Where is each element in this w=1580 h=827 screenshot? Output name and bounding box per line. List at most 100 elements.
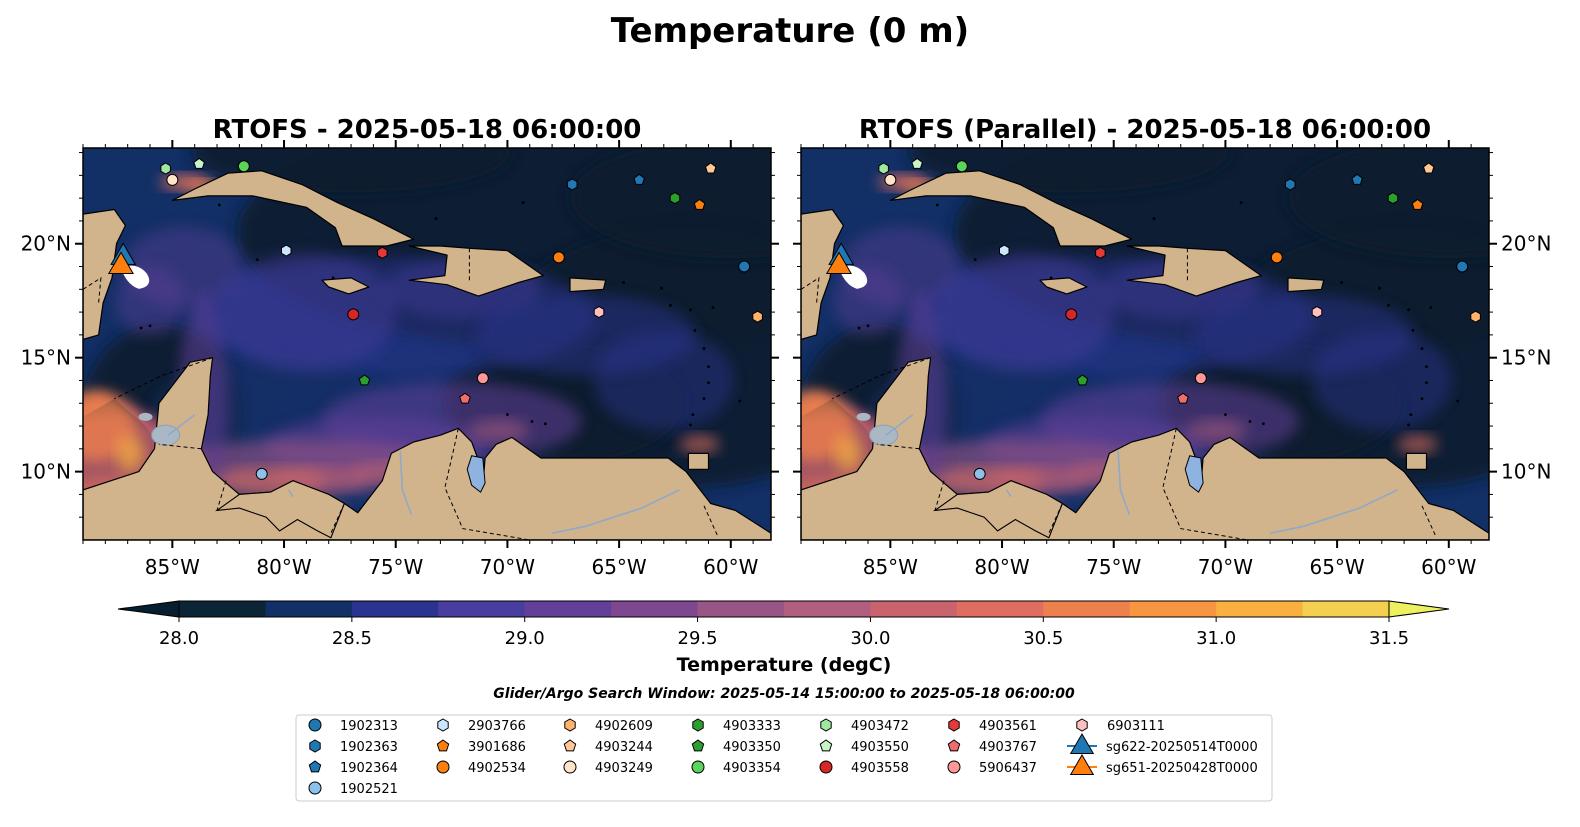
temperature-field-rtofs bbox=[83, 148, 771, 540]
legend-marker-3901686 bbox=[436, 739, 450, 752]
lat-tick-label: 15°N bbox=[21, 346, 71, 370]
legend-label-1902364: 1902364 bbox=[340, 761, 398, 776]
lon-tick-label: 85°W bbox=[863, 555, 918, 579]
colorbar-segment bbox=[697, 601, 785, 617]
legend-label-4903561: 4903561 bbox=[979, 719, 1037, 734]
legend-label-4903350: 4903350 bbox=[723, 740, 781, 755]
legend-glider-sg651-20250428T0000 bbox=[1069, 754, 1095, 775]
float-marker-1902521 bbox=[255, 467, 268, 480]
figure-title: Temperature (0 m) bbox=[611, 11, 969, 51]
lat-tick-label: 20°N bbox=[21, 232, 71, 256]
legend-label-4903472: 4903472 bbox=[851, 719, 909, 734]
legend-marker-4903550 bbox=[819, 739, 833, 752]
colorbar-tick-label: 28.5 bbox=[332, 628, 372, 649]
legend-marker-5906437 bbox=[947, 760, 961, 774]
colorbar-tick-label: 29.0 bbox=[505, 628, 545, 649]
legend: 1902313 1902363 1902364 1902521 2903766 39016… bbox=[295, 714, 1273, 802]
map-frame-rtofs bbox=[82, 147, 772, 541]
float-marker-4903350 bbox=[1076, 374, 1089, 386]
legend-glider-sg622-20250514T0000 bbox=[1069, 733, 1095, 754]
float-marker-4903550 bbox=[911, 157, 923, 169]
legend-label-4903767: 4903767 bbox=[979, 740, 1037, 755]
legend-marker-4903558 bbox=[819, 760, 833, 774]
temperature-field-rtofs-parallel bbox=[801, 148, 1489, 540]
float-marker-2903766 bbox=[281, 244, 292, 257]
legend-label-6903111: 6903111 bbox=[1107, 719, 1165, 734]
colorbar-segment bbox=[351, 601, 439, 617]
lon-tick-label: 80°W bbox=[256, 555, 311, 579]
float-marker-4902609 bbox=[1470, 310, 1481, 323]
float-marker-5906437 bbox=[476, 372, 489, 385]
float-marker-4903333 bbox=[669, 192, 681, 205]
colorbar-tick-label: 31.0 bbox=[1196, 628, 1236, 649]
legend-marker-4902609 bbox=[564, 718, 576, 732]
colorbar-segment bbox=[1043, 601, 1131, 617]
float-marker-5906437 bbox=[1194, 372, 1207, 385]
lat-tick-label: 20°N bbox=[1501, 232, 1551, 256]
colorbar-tick-label: 29.5 bbox=[678, 628, 718, 649]
float-marker-3901686 bbox=[693, 198, 706, 210]
legend-label-2903766: 2903766 bbox=[468, 719, 526, 734]
search-window-text: Glider/Argo Search Window: 2025-05-14 15… bbox=[493, 686, 1075, 702]
legend-marker-4903249 bbox=[563, 760, 577, 774]
legend-box bbox=[295, 714, 1273, 802]
legend-label-sg651-20250428T0000: sg651-20250428T0000 bbox=[1106, 761, 1258, 776]
panel-title-rtofs-parallel: RTOFS (Parallel) - 2025-05-18 06:00:00 bbox=[859, 115, 1431, 145]
legend-marker-4903333 bbox=[692, 718, 704, 732]
colorbar-segment bbox=[870, 601, 958, 617]
colorbar-segment bbox=[956, 601, 1044, 617]
float-marker-2903766 bbox=[999, 244, 1010, 257]
colorbar-label: Temperature (degC) bbox=[677, 654, 892, 676]
colorbar-segment bbox=[1216, 601, 1304, 617]
colorbar-segment bbox=[524, 601, 612, 617]
legend-marker-4903767 bbox=[947, 739, 961, 752]
glider-marker-sg651-20250428T0000 bbox=[107, 251, 134, 274]
colorbar-segment bbox=[611, 601, 699, 617]
legend-marker-4903354 bbox=[691, 760, 705, 774]
colorbar-segment bbox=[784, 601, 871, 617]
float-markers-rtofs bbox=[107, 157, 763, 480]
float-marker-4903550 bbox=[193, 157, 205, 169]
colorbar-segment bbox=[438, 601, 526, 617]
lon-tick-label: 70°W bbox=[1198, 555, 1253, 579]
colorbar-tick-label: 30.0 bbox=[850, 628, 890, 649]
legend-marker-1902363 bbox=[309, 739, 321, 753]
legend-marker-4902534 bbox=[436, 760, 450, 774]
lon-tick-label: 80°W bbox=[974, 555, 1029, 579]
legend-label-1902313: 1902313 bbox=[340, 719, 398, 734]
lon-tick-label: 75°W bbox=[1086, 555, 1141, 579]
lat-tick-label: 10°N bbox=[21, 460, 71, 484]
float-marker-4903472 bbox=[160, 162, 171, 175]
panel-title-rtofs: RTOFS - 2025-05-18 06:00:00 bbox=[213, 115, 642, 145]
float-marker-3901686 bbox=[1411, 198, 1424, 210]
float-marker-1902363 bbox=[1284, 178, 1296, 191]
float-marker-4902534 bbox=[1270, 251, 1283, 264]
colorbar: 28.0 28.5 29.0 29.5 30.0 30.5 31.0 31.5 bbox=[117, 600, 1450, 649]
float-marker-1902313 bbox=[1456, 260, 1469, 273]
float-marker-4903354 bbox=[955, 160, 968, 173]
map-panel-rtofs: RTOFS - 2025-05-18 06:00:00 85°W 80°W 75°W… bbox=[21, 115, 779, 579]
legend-marker-4903350 bbox=[691, 739, 705, 752]
lon-tick-label: 70°W bbox=[480, 555, 535, 579]
colorbar-tick-label: 28.0 bbox=[159, 628, 199, 649]
float-marker-6903111 bbox=[1311, 306, 1323, 319]
colorbar-segment bbox=[179, 601, 266, 617]
legend-marker-1902521 bbox=[308, 781, 322, 795]
legend-label-4903550: 4903550 bbox=[851, 740, 909, 755]
map-panel-rtofs-parallel: RTOFS (Parallel) - 2025-05-18 06:00:00 8… bbox=[793, 115, 1551, 579]
lon-tick-label: 75°W bbox=[368, 555, 423, 579]
float-marker-4903472 bbox=[878, 162, 889, 175]
colorbar-extend-high bbox=[1388, 600, 1450, 618]
lat-tick-label: 15°N bbox=[1501, 346, 1551, 370]
colorbar-extend-low bbox=[117, 600, 180, 618]
legend-label-4903244: 4903244 bbox=[595, 740, 653, 755]
float-marker-1902363 bbox=[566, 178, 578, 191]
legend-marker-1902364 bbox=[308, 760, 322, 773]
float-marker-4903350 bbox=[358, 374, 371, 386]
float-marker-4903249 bbox=[166, 173, 179, 186]
lon-tick-label: 85°W bbox=[145, 555, 200, 579]
legend-marker-4903244 bbox=[563, 739, 577, 752]
legend-label-4903354: 4903354 bbox=[723, 761, 781, 776]
float-marker-4903558 bbox=[347, 308, 360, 321]
